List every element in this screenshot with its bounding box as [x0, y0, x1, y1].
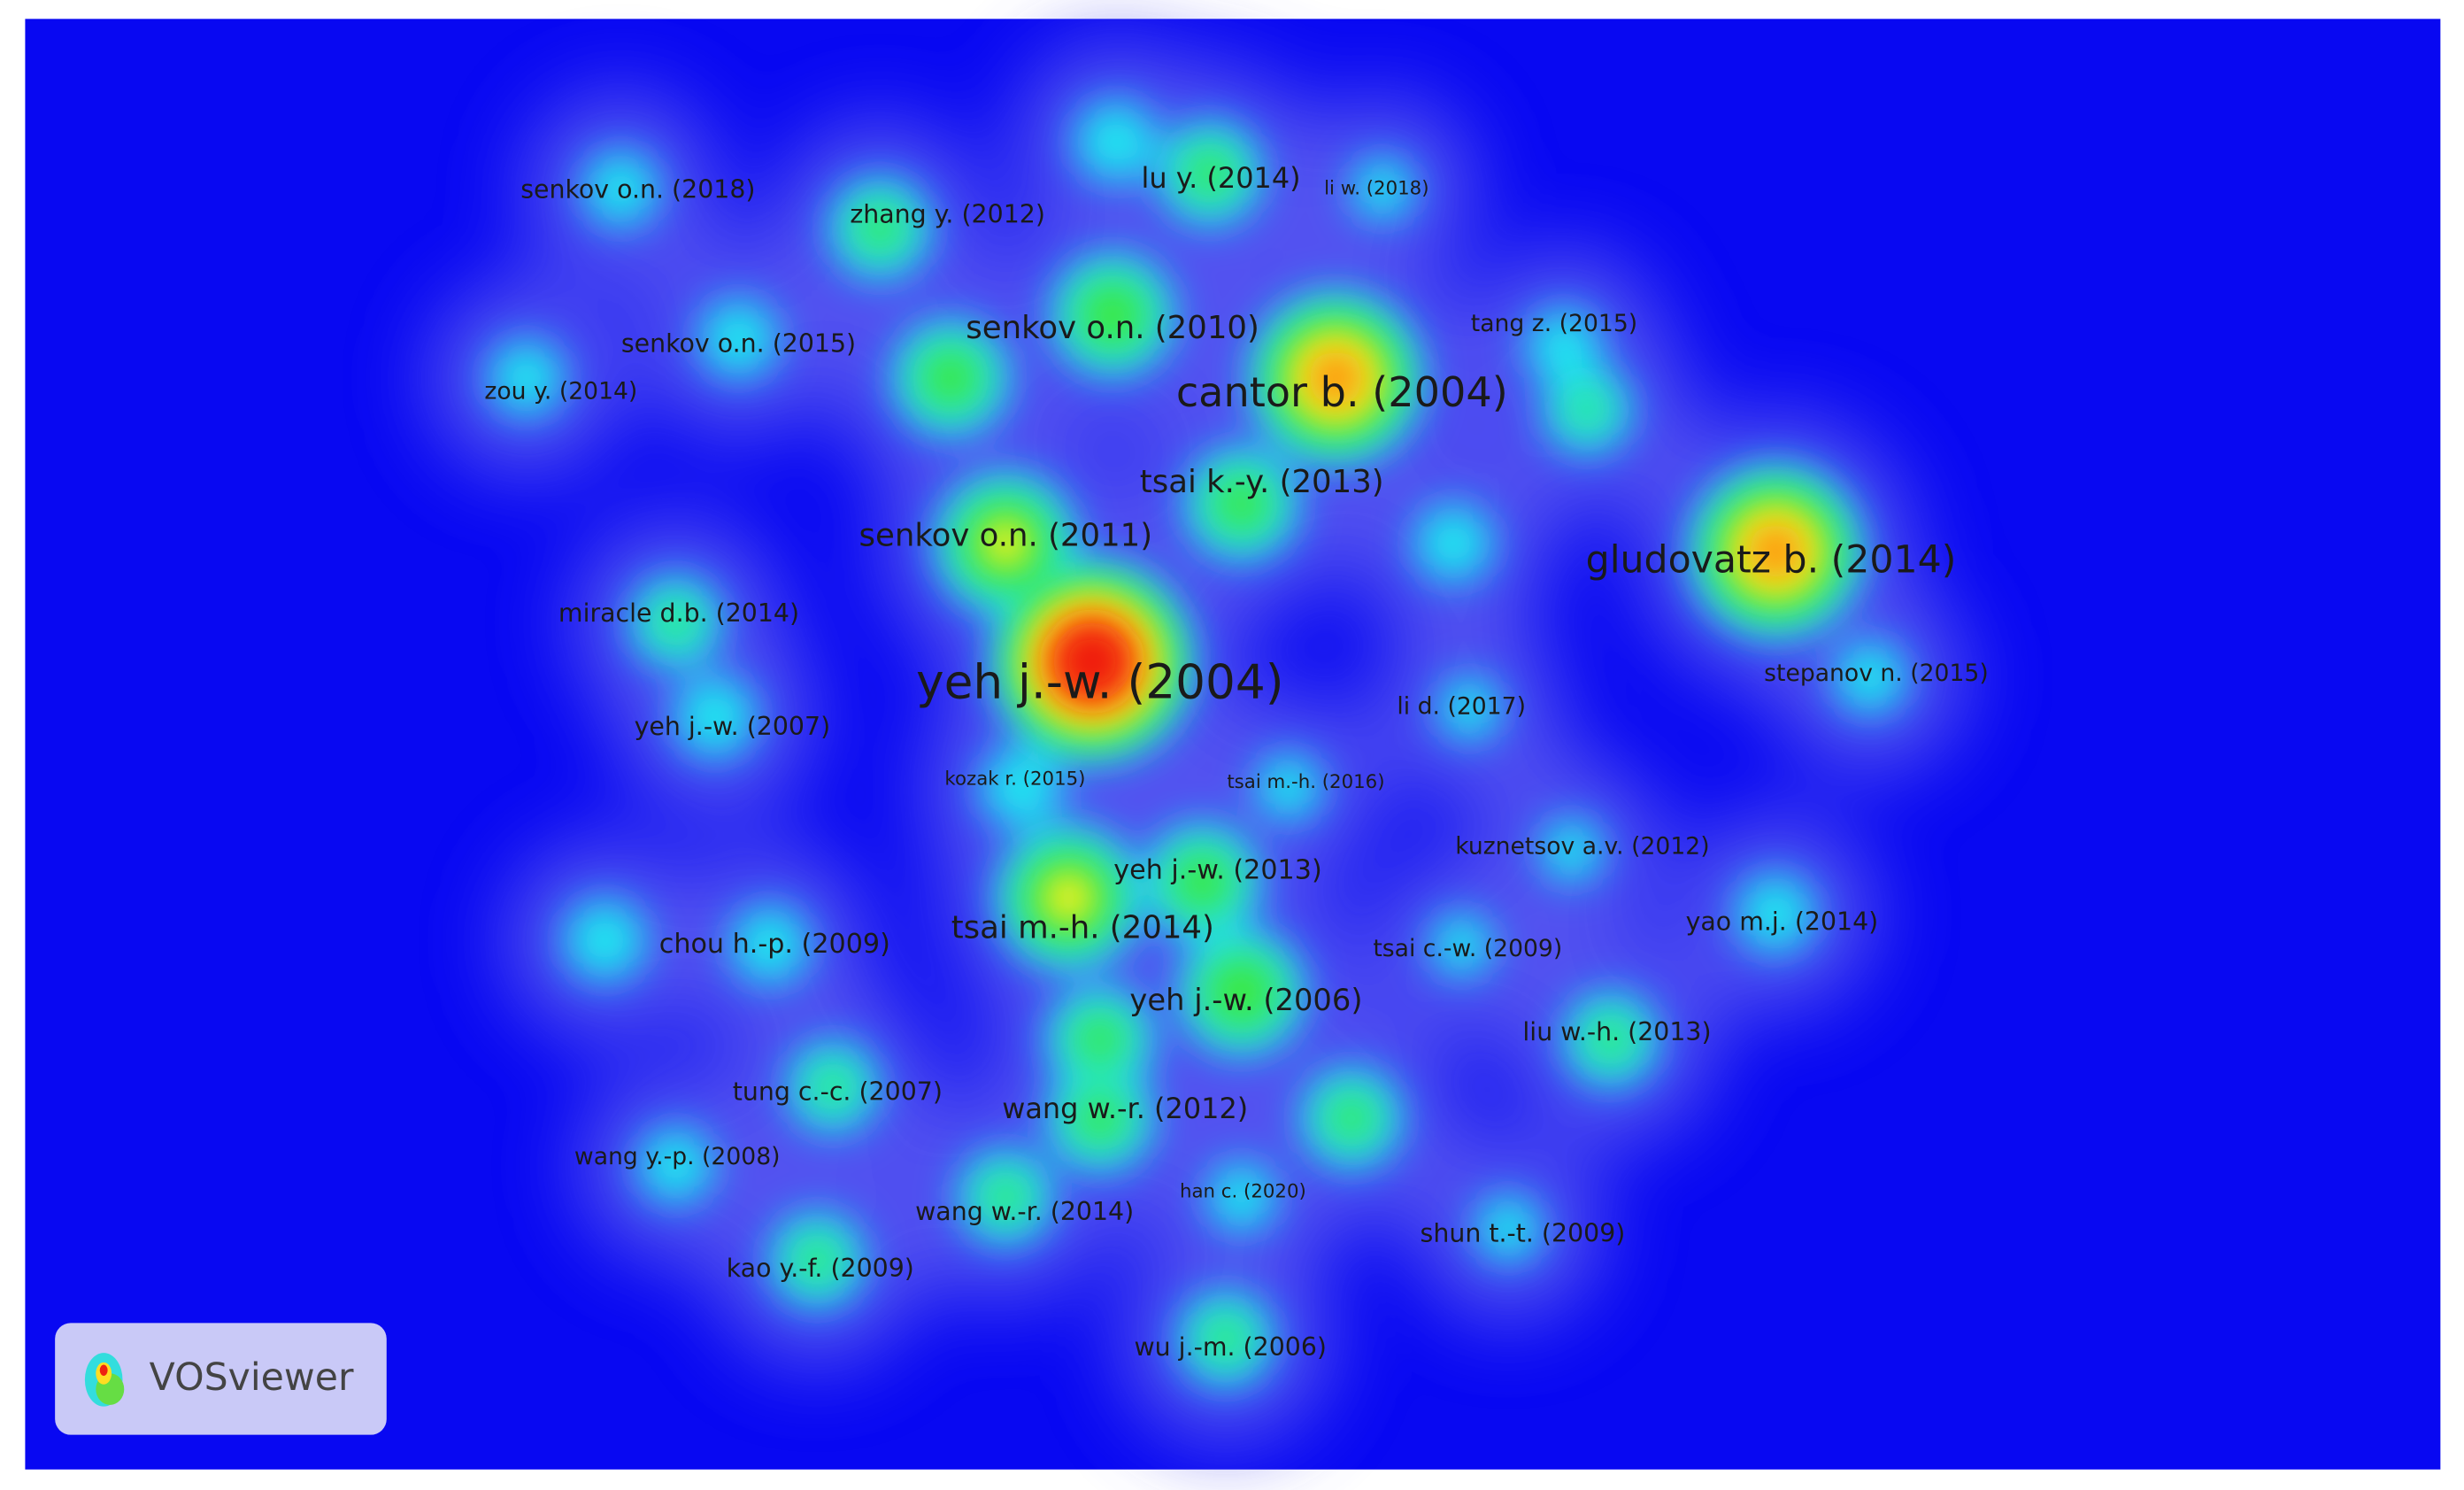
node-label: miracle d.b. (2014) — [558, 598, 799, 628]
node-label: wang w.-r. (2014) — [915, 1197, 1134, 1226]
density-blob — [1308, 351, 1363, 405]
density-blob — [1074, 100, 1157, 183]
density-blob — [1043, 871, 1095, 924]
node-label: yeh j.-w. (2004) — [916, 654, 1283, 709]
density-blob — [1748, 524, 1803, 579]
node-label: yao m.j. (2014) — [1686, 907, 1879, 936]
labels: senkov o.n. (2018) zhang y. (2012) lu y. (… — [484, 161, 1988, 1362]
density-blob — [1437, 676, 1501, 741]
node-label: tung c.-c. (2007) — [733, 1077, 943, 1107]
density-blob — [1205, 1318, 1246, 1359]
density-blob — [657, 604, 695, 641]
density-blob — [1255, 754, 1322, 821]
density-blob — [1052, 621, 1132, 701]
node-label: gludovatz b. (2014) — [1586, 538, 1957, 583]
density-blob — [1075, 277, 1150, 352]
density-blob — [797, 1239, 837, 1280]
density-blob — [814, 1068, 851, 1106]
logo: VOSviewer — [55, 1323, 387, 1435]
density-blob — [1736, 874, 1815, 953]
density-blob — [1184, 147, 1236, 199]
density-blob — [1327, 1094, 1375, 1143]
map-area: senkov o.n. (2018) zhang y. (2012) lu y. (… — [25, 19, 2441, 1470]
density-blob — [1570, 393, 1604, 427]
node-label: senkov o.n. (2011) — [859, 518, 1153, 554]
node-label: tsai c.-w. (2009) — [1373, 935, 1562, 962]
density-blob — [917, 344, 984, 412]
node-label: zou y. (2014) — [484, 377, 637, 405]
node-label: kozak r. (2015) — [944, 768, 1085, 791]
node-label: tang z. (2015) — [1471, 310, 1637, 337]
node-label: stepanov n. (2015) — [1764, 660, 1989, 687]
node-label: li w. (2018) — [1324, 177, 1428, 199]
density-blob — [730, 905, 810, 984]
node-label: cantor b. (2004) — [1176, 368, 1508, 416]
node-label: lu y. (2014) — [1141, 161, 1300, 195]
node-label: wu j.-m. (2006) — [1134, 1332, 1327, 1362]
node-label: zhang y. (2012) — [850, 200, 1045, 229]
density-blob — [1834, 641, 1906, 714]
heat — [427, 40, 1968, 1446]
density-blob — [1072, 1011, 1128, 1068]
node-label: chou h.-p. (2009) — [659, 929, 890, 960]
density-blob — [1526, 308, 1602, 385]
density-blob — [982, 520, 1029, 567]
node-label: li d. (2017) — [1397, 692, 1526, 720]
node-label: tsai m.-h. (2014) — [951, 910, 1214, 946]
node-label: wang y.-p. (2008) — [574, 1143, 781, 1170]
node-label: senkov o.n. (2010) — [966, 310, 1259, 346]
density-blob — [1072, 1090, 1128, 1146]
logo-text: VOSviewer — [150, 1355, 354, 1400]
node-label: shun t.-t. (2009) — [1421, 1219, 1626, 1248]
density-blob — [1351, 157, 1414, 221]
node-label: tsai k.-y. (2013) — [1140, 464, 1384, 500]
density-blob — [1210, 472, 1274, 536]
node-label: liu w.-h. (2013) — [1522, 1017, 1711, 1046]
density-blob — [1206, 1162, 1276, 1232]
node-label: yeh j.-w. (2007) — [635, 712, 831, 741]
density-blob — [564, 899, 646, 982]
density-blob — [980, 746, 1063, 829]
density-blob — [637, 1127, 714, 1204]
logo-box — [55, 1323, 387, 1435]
density-blob — [1475, 1195, 1542, 1262]
density-blob — [699, 299, 778, 378]
density-blob — [856, 204, 905, 252]
density-blob — [1168, 848, 1236, 915]
node-label: tsai m.-h. (2016) — [1227, 771, 1384, 793]
node-label: kao y.-f. (2009) — [727, 1254, 914, 1283]
density-blob — [1590, 1019, 1631, 1060]
node-label: yeh j.-w. (2006) — [1129, 983, 1362, 1017]
density-blob — [985, 1177, 1027, 1217]
node-label: senkov o.n. (2018) — [520, 174, 755, 204]
node-label: senkov o.n. (2015) — [621, 329, 856, 359]
density-blob — [1429, 913, 1493, 977]
density-blob — [1413, 504, 1493, 583]
node-label: han c. (2020) — [1180, 1181, 1306, 1203]
node-label: yeh j.-w. (2013) — [1113, 854, 1321, 885]
density-blob — [582, 151, 658, 228]
density-blob — [489, 340, 565, 416]
density-layer — [1052, 621, 1132, 701]
density-blob — [674, 676, 757, 758]
node-label: kuznetsov a.v. (2012) — [1455, 833, 1709, 861]
node-label: wang w.-r. (2012) — [1002, 1092, 1248, 1125]
density-blob — [1539, 819, 1604, 883]
density-blob — [1202, 953, 1281, 1031]
logo-icon — [84, 1353, 125, 1407]
